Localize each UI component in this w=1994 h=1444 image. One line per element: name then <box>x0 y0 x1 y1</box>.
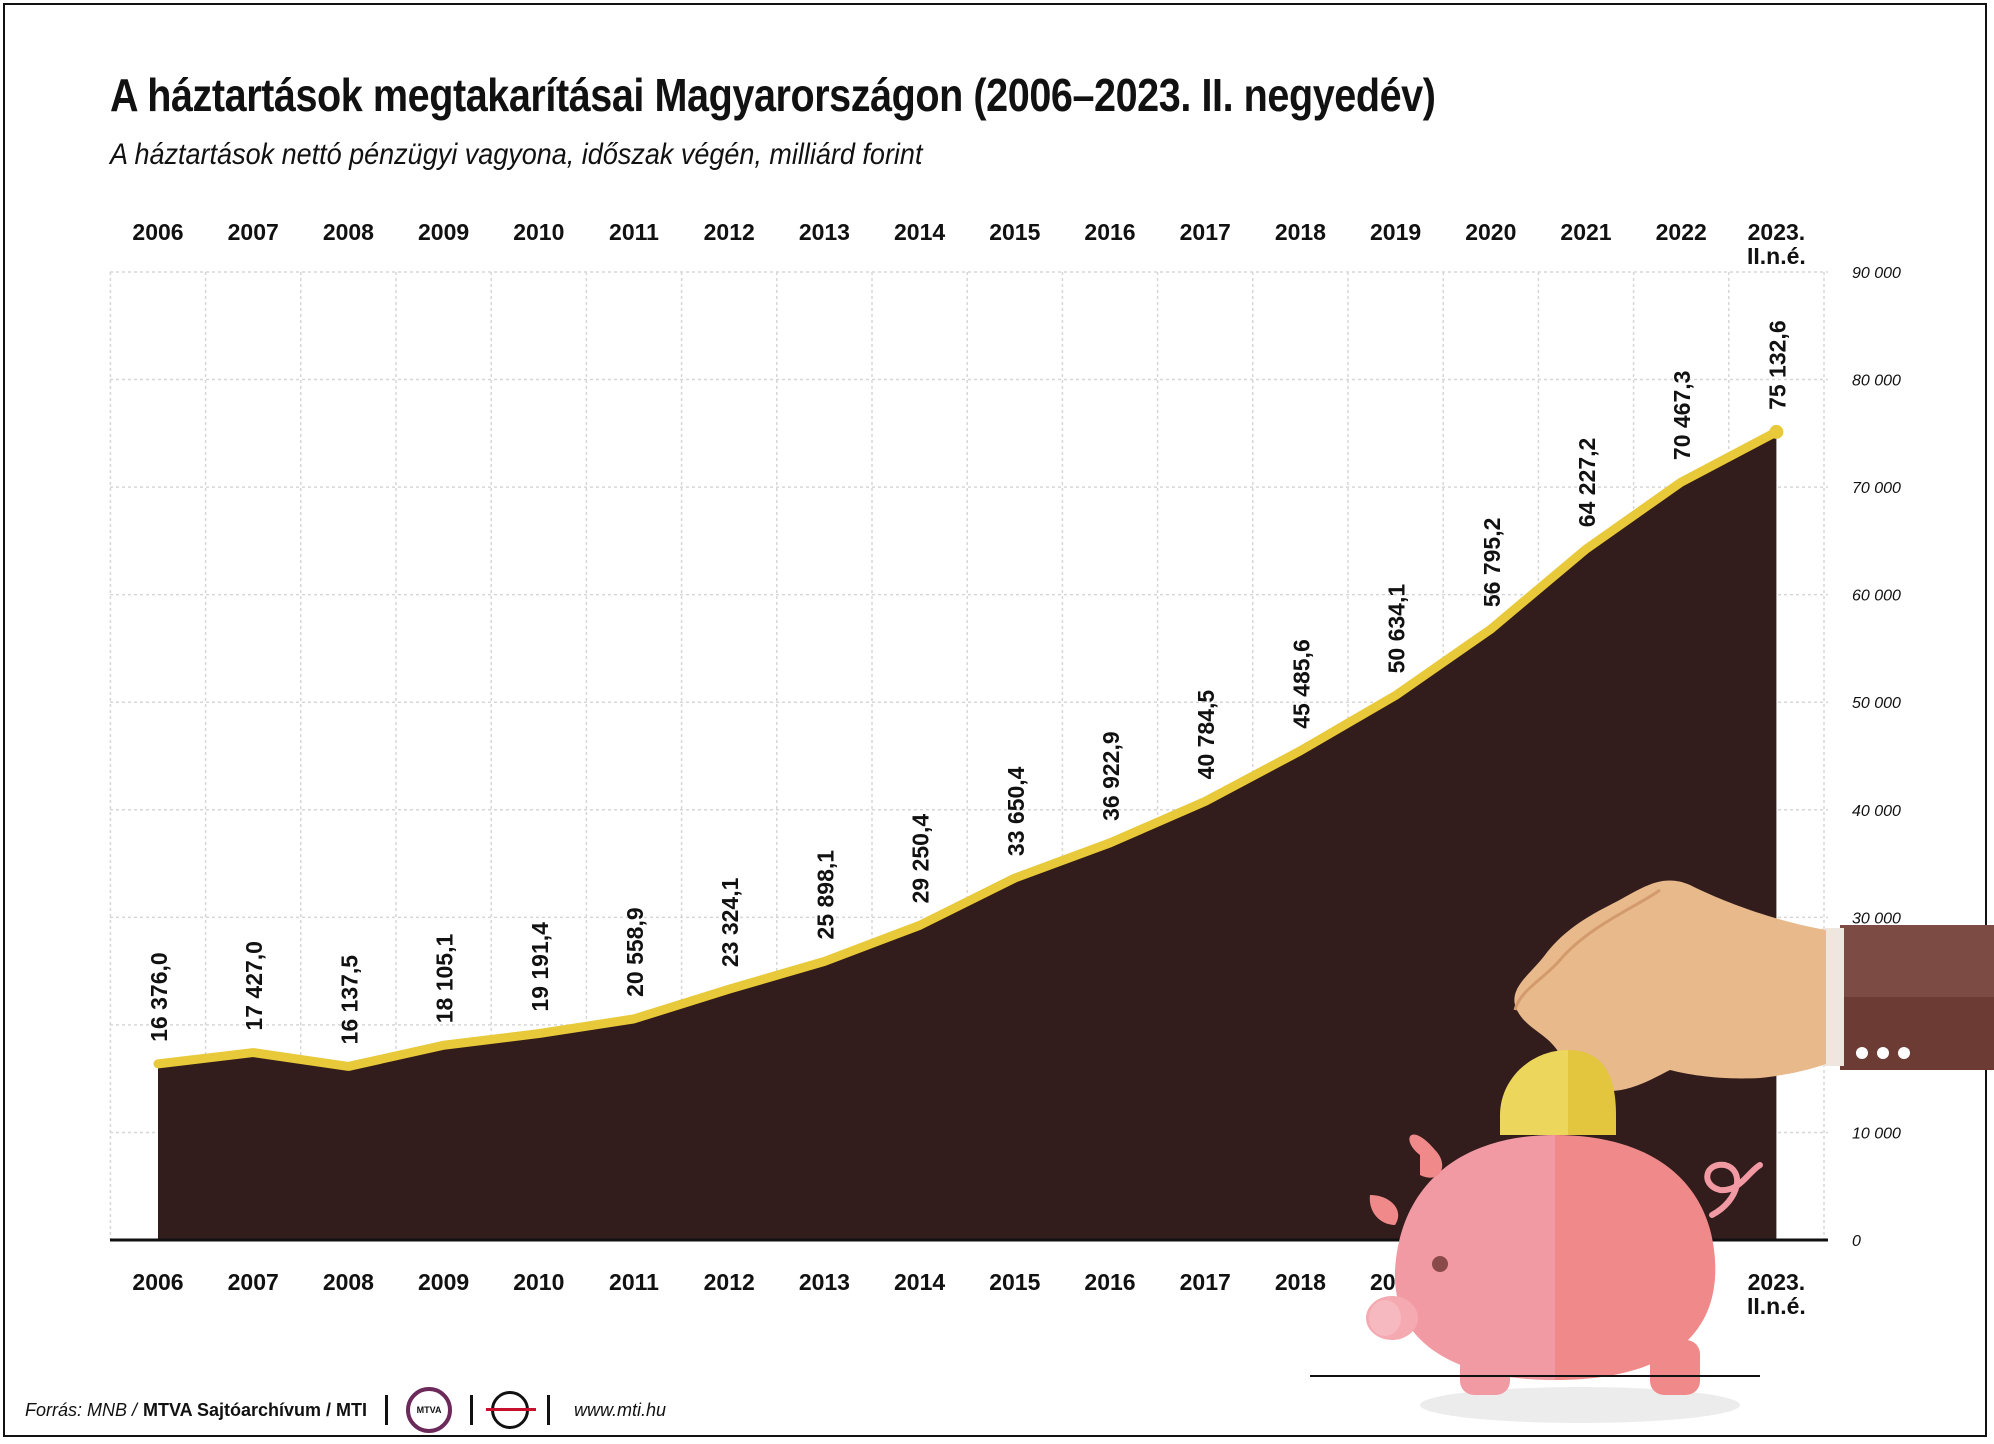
x-tick-label-bottom: 2017 <box>1180 1269 1231 1295</box>
mti-logo-icon <box>486 1391 537 1429</box>
x-tick-label-bottom: 2013 <box>799 1269 850 1295</box>
x-tick-label-bottom: 2006 <box>132 1269 183 1295</box>
x-tick-label-top: 2014 <box>894 219 945 245</box>
pig-eye <box>1432 1256 1448 1272</box>
pig-ear <box>1409 1134 1443 1178</box>
data-label: 56 795,2 <box>1479 518 1505 608</box>
footer-source: Forrás: MNB / <box>25 1399 138 1420</box>
x-tick-label-top: 2020 <box>1465 219 1516 245</box>
area-layer <box>153 424 1784 1241</box>
x-tick-label-bottom: 2018 <box>1275 1269 1326 1295</box>
pig-body <box>1555 1135 1716 1380</box>
footer-separator <box>470 1395 474 1425</box>
x-tick-label-bottom: 2008 <box>323 1269 374 1295</box>
mtva-logo-icon: MTVA <box>406 1387 453 1433</box>
x-tick-label-bottom: 2015 <box>989 1269 1040 1295</box>
y-tick-label: 50 000 <box>1852 695 1901 712</box>
x-tick-label-bottom: 2007 <box>228 1269 279 1295</box>
pig-snout <box>1369 1300 1401 1336</box>
x-tick-label-bottom: 2011 <box>609 1269 659 1295</box>
data-label: 75 132,6 <box>1764 320 1790 410</box>
x-tick-label-top: 2010 <box>513 219 564 245</box>
y-tick-label: 30 000 <box>1852 910 1901 927</box>
x-tick-label-top: 2012 <box>704 219 755 245</box>
cuff-button <box>1877 1047 1889 1059</box>
data-label: 45 485,6 <box>1288 639 1314 729</box>
x-tick-label-bottom: 2012 <box>704 1269 755 1295</box>
data-label: 20 558,9 <box>622 907 648 997</box>
y-tick-label: 80 000 <box>1852 373 1901 390</box>
data-label: 29 250,4 <box>908 814 934 904</box>
x-tick-label-top: 2015 <box>989 219 1040 245</box>
chart-title: A háztartások megtakarításai Magyarorszá… <box>110 69 1436 121</box>
x-tick-label-top: 2022 <box>1656 219 1707 245</box>
coin-icon <box>1568 1050 1616 1135</box>
data-label: 33 650,4 <box>1003 766 1029 856</box>
y-tick-label: 0 <box>1852 1233 1861 1250</box>
series-area <box>158 431 1777 1241</box>
cuff-button <box>1856 1047 1868 1059</box>
data-label: 17 427,0 <box>241 941 267 1031</box>
x-tick-label-top: 2011 <box>609 219 659 245</box>
chart-subtitle: A háztartások nettó pénzügyi vagyona, id… <box>110 138 923 171</box>
data-label: 19 191,4 <box>527 922 553 1012</box>
y-tick-label: 10 000 <box>1852 1125 1901 1142</box>
data-label: 23 324,1 <box>717 877 743 967</box>
footer-org: MTVA Sajtóarchívum / MTI <box>143 1399 368 1420</box>
x-tick-label-top: 2009 <box>418 219 469 245</box>
data-label: 16 376,0 <box>146 952 172 1042</box>
pig-tail <box>1704 1161 1763 1218</box>
data-label: 40 784,5 <box>1193 690 1219 780</box>
x-tick-label-bottom: 2010 <box>513 1269 564 1295</box>
footer: Forrás: MNB / MTVA Sajtóarchívum / MTI M… <box>25 1387 667 1433</box>
pig-ear <box>1369 1195 1399 1225</box>
data-label: 50 634,1 <box>1384 584 1410 674</box>
data-label: 36 922,9 <box>1098 731 1124 821</box>
data-label: 16 137,5 <box>336 955 362 1045</box>
x-tick-label-top: 2016 <box>1084 219 1135 245</box>
y-tick-label: 70 000 <box>1852 480 1901 497</box>
footer-separator <box>547 1395 551 1425</box>
pig-body <box>1394 1135 1555 1380</box>
data-label: 70 467,3 <box>1669 371 1695 461</box>
series-line <box>153 427 1781 1071</box>
x-tick-label-bottom: 2014 <box>894 1269 945 1295</box>
x-tick-label-bottom: 2016 <box>1084 1269 1135 1295</box>
outer-frame <box>3 3 1987 1437</box>
x-tick-label-top: 2018 <box>1275 219 1326 245</box>
coin-icon <box>1500 1050 1568 1135</box>
x-tick-label-top: 2013 <box>799 219 850 245</box>
data-point <box>1769 424 1784 439</box>
x-tick-label-top: 2021 <box>1560 219 1611 245</box>
y-tick-label: 60 000 <box>1852 588 1901 605</box>
footer-separator <box>385 1395 389 1425</box>
data-label: 18 105,1 <box>432 934 458 1024</box>
x-tick-label-bottom: 2009 <box>418 1269 469 1295</box>
pig-shadow <box>1420 1387 1740 1423</box>
data-label: 25 898,1 <box>812 850 838 940</box>
cuff-shape <box>1822 928 1844 1066</box>
sleeve-highlight <box>1840 925 1994 997</box>
y-tick-label: 90 000 <box>1852 265 1901 282</box>
label-layer: 16 376,0 17 427,0 16 137,5 18 105,1 19 191,4… <box>146 320 1790 1044</box>
mtva-logo-text: MTVA <box>416 1405 442 1415</box>
x-tick-label-top: 2008 <box>323 219 374 245</box>
hand-shape <box>1513 888 1661 1011</box>
base-line <box>1310 1375 1760 1377</box>
piggy-bank-illustration <box>1310 880 1994 1423</box>
x-tick-label-top: 2019 <box>1370 219 1421 245</box>
x-tick-label-top: 2023. II.n.é. <box>1747 219 1806 269</box>
x-tick-label-top: 2007 <box>228 219 279 245</box>
footer-url[interactable]: www.mti.hu <box>574 1399 667 1420</box>
x-tick-label-top: 2006 <box>132 219 183 245</box>
cuff-button <box>1898 1047 1910 1059</box>
x-tick-label-bottom: 2023. II.n.é. <box>1747 1269 1806 1319</box>
data-label: 64 227,2 <box>1574 438 1600 528</box>
y-tick-label: 40 000 <box>1852 803 1901 820</box>
x-tick-label-top: 2017 <box>1180 219 1231 245</box>
